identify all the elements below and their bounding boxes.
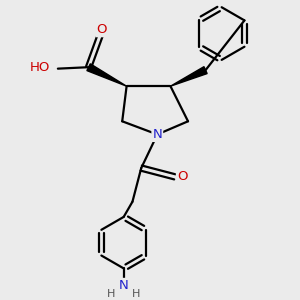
Text: H: H xyxy=(107,289,116,298)
Text: N: N xyxy=(119,279,129,292)
Polygon shape xyxy=(87,64,127,86)
Polygon shape xyxy=(170,67,207,86)
Text: H: H xyxy=(132,289,140,298)
Text: N: N xyxy=(152,128,162,141)
Text: O: O xyxy=(177,170,188,183)
Text: O: O xyxy=(97,23,107,36)
Text: HO: HO xyxy=(29,61,50,74)
